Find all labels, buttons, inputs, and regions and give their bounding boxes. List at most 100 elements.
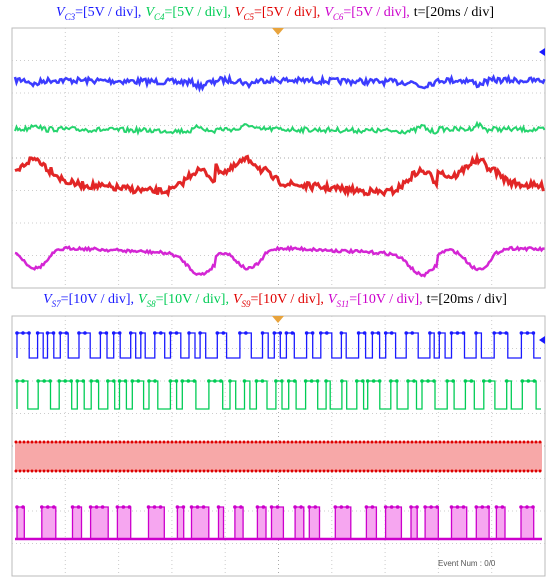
sample-dot [38,440,42,444]
sample-dot [22,440,26,444]
pulse-fill [425,507,439,539]
sample-dot [46,469,50,473]
sample-dot [322,469,326,473]
sample-dot [362,440,366,444]
sample-dot [378,469,382,473]
sample-dot [438,469,442,473]
sample-dot [42,469,46,473]
sample-dot [38,469,42,473]
sample-dot [350,469,354,473]
trigger-marker [272,316,284,323]
sample-dot [430,469,434,473]
trace-c5 [14,151,545,198]
sample-dot [170,469,174,473]
symbol: V [234,5,244,20]
sample-dot [290,440,294,444]
sample-dot [258,469,262,473]
sample-dot [234,440,238,444]
scale: =[10V / div], [250,292,324,307]
scale: =[5V / div], [343,5,410,20]
sample-dot [214,469,218,473]
sample-dot [170,440,174,444]
sample-dot [62,469,66,473]
sample-dot [258,440,262,444]
sample-dot [162,440,166,444]
symbol: V [56,5,65,20]
sample-dot [538,440,542,444]
sample-dot [262,469,266,473]
pulse-fill [309,507,320,539]
caption-item: VC6=[5V / div], [324,5,410,22]
sample-dot [518,440,522,444]
sample-dot [446,469,450,473]
sample-dot [26,440,30,444]
sample-dot [370,440,374,444]
sample-dot [118,440,122,444]
sample-dot [106,440,110,444]
sample-dot [58,469,62,473]
sample-dot [234,469,238,473]
sample-dot [182,440,186,444]
sample-dot [34,440,38,444]
sample-dot [334,440,338,444]
sample-dot [98,440,102,444]
sample-dot [470,440,474,444]
sample-dot [274,469,278,473]
sample-dot [374,469,378,473]
caption-item: VS7=[10V / div], [43,292,135,309]
sample-dot [98,469,102,473]
sample-dot [418,440,422,444]
sample-dot [238,469,242,473]
sample-dot [138,440,142,444]
sample-dot [266,440,270,444]
sample-dot [246,440,250,444]
sample-dot [178,440,182,444]
sample-dot [386,440,390,444]
sample-dot [454,440,458,444]
scale: =[10V / div], [155,292,229,307]
sample-dot [54,440,58,444]
sample-dot [470,469,474,473]
pulse-fill [295,507,304,539]
sample-dot [294,440,298,444]
sample-dot [194,469,198,473]
subscript: S11 [336,298,350,309]
scale: =[10V / div], [60,292,135,307]
symbol: V [138,292,147,307]
pulse-fill [520,507,534,539]
sample-dot [442,469,446,473]
sample-dot [238,440,242,444]
sample-dot [442,440,446,444]
sample-dot [522,469,526,473]
sample-dot [438,440,442,444]
sample-dot [90,440,94,444]
sample-dot [102,469,106,473]
sample-dot [242,469,246,473]
sample-dot [398,440,402,444]
sample-dot [86,469,90,473]
sample-dot [294,469,298,473]
sample-dot [94,469,98,473]
pulse-fill [177,507,184,539]
sample-dot [218,440,222,444]
symbol: V [327,292,337,307]
sample-dot [354,440,358,444]
symbol: V [324,5,333,20]
sample-dot [42,440,46,444]
sample-dot [122,440,126,444]
sample-dot [474,469,478,473]
subscript: C6 [332,11,344,22]
sample-dot [354,469,358,473]
sample-dot [502,469,506,473]
symbol: V [145,5,154,20]
sample-dot [30,440,34,444]
sample-dot [394,469,398,473]
sample-dot [538,469,542,473]
pulse-fill [234,507,244,539]
sample-dot [514,440,518,444]
caption-item: VC4=[5V / div], [145,5,230,22]
time-scale: t=[20ms / div] [413,5,494,20]
pulse-fill [72,507,82,539]
sample-dot [270,440,274,444]
